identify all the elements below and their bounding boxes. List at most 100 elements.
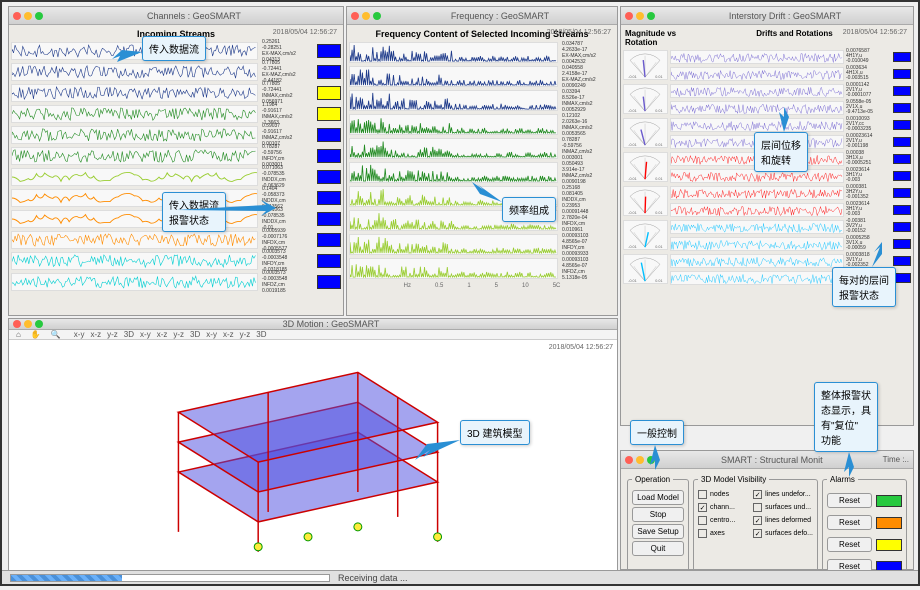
view-button[interactable]: x-z — [220, 330, 237, 339]
freq-stats: 0.0504933.914e-17INMAZ,cm/s20.0090198 — [560, 161, 615, 185]
channels-timestamp: 2018/05/04 12:56:27 — [273, 29, 337, 36]
reset-button[interactable]: Reset — [827, 493, 872, 508]
svg-text:0.01: 0.01 — [655, 143, 662, 147]
alarm-badge[interactable] — [893, 256, 911, 266]
visibility-check[interactable]: centro... — [698, 516, 749, 525]
alarm-status — [876, 495, 902, 507]
drift-stats: 9.0558e-052V1X,u-9.4713e-05 — [846, 100, 891, 115]
alarm-badge[interactable] — [317, 65, 341, 79]
waveform — [11, 231, 258, 249]
alarm-badge[interactable] — [893, 103, 911, 113]
waveform — [11, 252, 258, 270]
stream-row: 0.59037-0.91617INMAZ,cm/s20.00107 — [11, 125, 341, 145]
alarm-badge[interactable] — [893, 222, 911, 232]
frequency-titlebar[interactable]: Frequency : GeoSMART — [347, 7, 617, 25]
visibility-check[interactable]: nodes — [698, 490, 749, 499]
alarm-badge[interactable] — [317, 191, 341, 205]
alarm-badge[interactable] — [317, 275, 341, 289]
view-button[interactable]: x-y — [71, 330, 88, 339]
alarm-badge[interactable] — [317, 170, 341, 184]
alarm-badge[interactable] — [317, 233, 341, 247]
stream-row: 0.77805-0.72441EX-MAZ,cm/s2-0.44182 — [11, 62, 341, 82]
op-button[interactable]: Load Model — [632, 490, 684, 505]
op-button[interactable]: Stop — [632, 507, 684, 522]
drift-titlebar[interactable]: Interstory Drift : GeoSMART — [621, 7, 913, 25]
alarm-badge[interactable] — [317, 107, 341, 121]
frequency-content: Frequency Content of Selected Incoming S… — [347, 25, 617, 315]
drift-stats: 0.0036344H1X,u-0.003515 — [846, 66, 891, 81]
alarm-badge[interactable] — [893, 205, 911, 215]
view-button[interactable]: x-z — [87, 330, 104, 339]
zoom-icon[interactable]: 🔍 — [48, 330, 64, 339]
alarm-badge[interactable] — [893, 171, 911, 181]
alarm-badge[interactable] — [893, 154, 911, 164]
stream-row: 0.0003573-0.0003548INFDZ,cm0.0019185 — [11, 272, 341, 292]
receiving-bar: Receiving data ... — [2, 570, 918, 584]
stream-row: 0.0005939-0.0007176INFDX,cm-0.0005577 — [11, 230, 341, 250]
alarm-badge[interactable] — [893, 188, 911, 198]
callout-5: 每对的层间 报警状态 — [832, 267, 896, 307]
svg-text:-0.01: -0.01 — [628, 211, 636, 215]
alarm-badge[interactable] — [317, 44, 341, 58]
callout-6: 一般控制 — [630, 420, 684, 445]
stream-row: 0.77805-0.72441INMAX,cm/s20.056971 — [11, 83, 341, 103]
frequency-row: 0.0504933.914e-17INMAZ,cm/s20.0090198 — [349, 161, 615, 184]
frequency-timestamp: 2018/05/04 12:56:27 — [547, 29, 611, 36]
home-icon[interactable]: ⌂ — [13, 330, 24, 339]
view-button[interactable]: 3D — [121, 330, 137, 339]
alarm-badge[interactable] — [317, 212, 341, 226]
view-button[interactable]: 3D — [187, 330, 203, 339]
drift-stats: 0.000383H1X,u-0.0005251 — [846, 151, 891, 166]
svg-text:-0.01: -0.01 — [628, 143, 636, 147]
view-button[interactable]: y-z — [170, 330, 187, 339]
alarm-badge[interactable] — [893, 52, 911, 62]
reset-button[interactable]: Reset — [827, 515, 872, 530]
alarm-badge[interactable] — [893, 86, 911, 96]
view-button[interactable]: x-y — [137, 330, 154, 339]
reset-button[interactable]: Reset — [827, 537, 872, 552]
waveform — [11, 105, 258, 123]
motion3d-title: 3D Motion : GeoSMART — [49, 319, 613, 329]
drift-waveform — [670, 220, 844, 234]
view-button[interactable]: y-z — [237, 330, 254, 339]
alarm-badge[interactable] — [317, 128, 341, 142]
view-button[interactable]: 3D — [253, 330, 269, 339]
channels-titlebar[interactable]: Channels : GeoSMART — [9, 7, 343, 25]
alarm-badge[interactable] — [317, 149, 341, 163]
alarm-badge[interactable] — [317, 254, 341, 268]
waveform — [11, 273, 258, 291]
view-button[interactable]: x-y — [203, 330, 220, 339]
visibility-check[interactable]: ✓surfaces defo... — [753, 529, 813, 538]
visibility-check[interactable]: axes — [698, 529, 749, 538]
rotation-fan: -0.010.01 — [623, 84, 668, 114]
visibility-check[interactable]: ✓lines deformed — [753, 516, 813, 525]
alarm-badge[interactable] — [893, 239, 911, 249]
visibility-check[interactable]: ✓lines undefor... — [753, 490, 813, 499]
model3d-canvas[interactable]: 2018/05/04 12:56:27 — [9, 340, 617, 574]
alarm-status — [876, 539, 902, 551]
stream-row: 0.0003573-0.0003548INFDY,cm-0.0318185 — [11, 251, 341, 271]
callout-3: 频率组成 — [502, 197, 556, 222]
alarm-badge[interactable] — [317, 86, 341, 100]
visibility-check[interactable]: surfaces und... — [753, 503, 813, 512]
drift-content: Magnitude vs Rotation Drifts and Rotatio… — [621, 25, 913, 425]
view-button[interactable]: y-z — [104, 330, 121, 339]
pan-icon[interactable]: ✋ — [28, 330, 44, 339]
visibility-check[interactable]: ✓chann... — [698, 503, 749, 512]
rotation-fan: -0.01 0.01 — [623, 118, 668, 148]
drift-stats: 0.00100932V1Y,cc-0.0003235 — [846, 117, 891, 132]
alarm-badge[interactable] — [893, 69, 911, 79]
svg-text:0.01: 0.01 — [655, 109, 662, 113]
rotation-fan: -0.010.01 — [623, 254, 668, 284]
drift-window: Interstory Drift : GeoSMART Magnitude vs… — [620, 6, 914, 426]
alarm-badge[interactable] — [893, 120, 911, 130]
view-button[interactable]: x-z — [154, 330, 171, 339]
operation-fieldset: Operation Load ModelStopSave SetupQuit — [627, 475, 689, 584]
op-button[interactable]: Save Setup — [632, 524, 684, 539]
drift-waveform — [670, 237, 844, 251]
alarm-badge[interactable] — [893, 137, 911, 147]
motion3d-titlebar[interactable]: 3D Motion : GeoSMART — [9, 319, 617, 330]
op-button[interactable]: Quit — [632, 541, 684, 556]
drift-row: -0.010.010.00011422V1Y,u-0.00010779.0558… — [623, 83, 911, 115]
frequency-row: 0.000914482.7820e-04INFDX,cm0.010961 — [349, 209, 615, 232]
